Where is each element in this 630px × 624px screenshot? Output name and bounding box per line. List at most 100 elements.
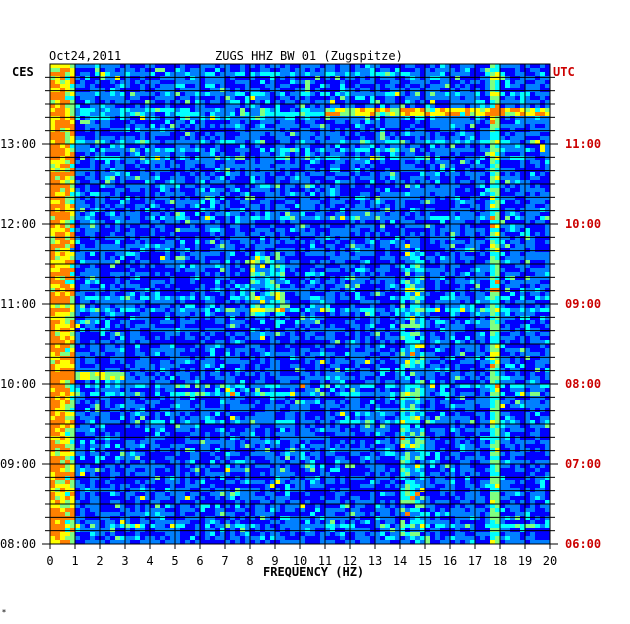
heatmap-cell [360, 196, 365, 200]
heatmap-cell [105, 72, 110, 76]
heatmap-cell [270, 344, 275, 348]
heatmap-cell [65, 116, 70, 120]
heatmap-cell [245, 116, 250, 120]
heatmap-cell [300, 176, 305, 180]
heatmap-cell [280, 148, 285, 152]
heatmap-cell [515, 240, 520, 244]
heatmap-cell [270, 300, 275, 304]
heatmap-cell [330, 300, 335, 304]
heatmap-cell [175, 248, 180, 252]
heatmap-cell [275, 204, 280, 208]
heatmap-cell [330, 64, 335, 68]
heatmap-cell [465, 116, 470, 120]
heatmap-cell [410, 196, 415, 200]
heatmap-cell [70, 224, 75, 228]
heatmap-cell [225, 240, 230, 244]
heatmap-cell [75, 64, 80, 68]
heatmap-cell [435, 300, 440, 304]
heatmap-cell [50, 360, 55, 364]
heatmap-cell [405, 336, 410, 340]
heatmap-cell [520, 288, 525, 292]
heatmap-cell [230, 312, 235, 316]
heatmap-cell [130, 296, 135, 300]
heatmap-cell [160, 236, 165, 240]
heatmap-cell [445, 308, 450, 312]
heatmap-cell [395, 308, 400, 312]
heatmap-cell [75, 360, 80, 364]
heatmap-cell [145, 100, 150, 104]
heatmap-cell [380, 220, 385, 224]
heatmap-cell [105, 160, 110, 164]
heatmap-cell [455, 308, 460, 312]
heatmap-cell [55, 104, 60, 108]
heatmap-cell [165, 72, 170, 76]
heatmap-cell [390, 216, 395, 220]
heatmap-cell [190, 68, 195, 72]
heatmap-cell [355, 284, 360, 288]
heatmap-cell [400, 248, 405, 252]
heatmap-cell [85, 112, 90, 116]
heatmap-cell [140, 172, 145, 176]
heatmap-cell [80, 344, 85, 348]
heatmap-cell [365, 92, 370, 96]
heatmap-cell [350, 256, 355, 260]
heatmap-cell [180, 360, 185, 364]
heatmap-cell [335, 140, 340, 144]
heatmap-cell [115, 144, 120, 148]
heatmap-cell [345, 64, 350, 68]
heatmap-cell [170, 328, 175, 332]
heatmap-cell [340, 180, 345, 184]
heatmap-cell [405, 212, 410, 216]
heatmap-cell [50, 64, 55, 68]
heatmap-cell [220, 328, 225, 332]
heatmap-cell [450, 272, 455, 276]
heatmap-cell [435, 320, 440, 324]
heatmap-cell [500, 360, 505, 364]
heatmap-cell [455, 172, 460, 176]
heatmap-cell [245, 132, 250, 136]
heatmap-cell [175, 348, 180, 352]
heatmap-cell [400, 220, 405, 224]
heatmap-cell [330, 100, 335, 104]
heatmap-cell [420, 344, 425, 348]
heatmap-cell [155, 280, 160, 284]
heatmap-cell [225, 140, 230, 144]
heatmap-cell [495, 136, 500, 140]
heatmap-cell [340, 276, 345, 280]
heatmap-cell [545, 324, 550, 328]
heatmap-cell [165, 76, 170, 80]
heatmap-cell [335, 228, 340, 232]
heatmap-cell [350, 116, 355, 120]
heatmap-cell [60, 348, 65, 352]
heatmap-cell [330, 324, 335, 328]
heatmap-cell [435, 268, 440, 272]
heatmap-cell [280, 204, 285, 208]
heatmap-cell [180, 84, 185, 88]
heatmap-cell [325, 148, 330, 152]
heatmap-cell [405, 280, 410, 284]
heatmap-cell [250, 276, 255, 280]
heatmap-cell [240, 364, 245, 368]
heatmap-cell [410, 280, 415, 284]
heatmap-cell [100, 328, 105, 332]
heatmap-cell [420, 200, 425, 204]
heatmap-cell [305, 64, 310, 68]
heatmap-cell [180, 376, 185, 380]
heatmap-cell [90, 108, 95, 112]
heatmap-cell [80, 288, 85, 292]
heatmap-cell [505, 124, 510, 128]
heatmap-cell [305, 292, 310, 296]
heatmap-cell [95, 292, 100, 296]
heatmap-cell [445, 152, 450, 156]
heatmap-cell [395, 104, 400, 108]
heatmap-cell [285, 236, 290, 240]
heatmap-cell [465, 112, 470, 116]
heatmap-cell [120, 144, 125, 148]
heatmap-cell [250, 76, 255, 80]
heatmap-cell [390, 296, 395, 300]
heatmap-cell [500, 328, 505, 332]
heatmap-cell [490, 300, 495, 304]
heatmap-cell [350, 160, 355, 164]
heatmap-cell [60, 128, 65, 132]
heatmap-cell [220, 232, 225, 236]
